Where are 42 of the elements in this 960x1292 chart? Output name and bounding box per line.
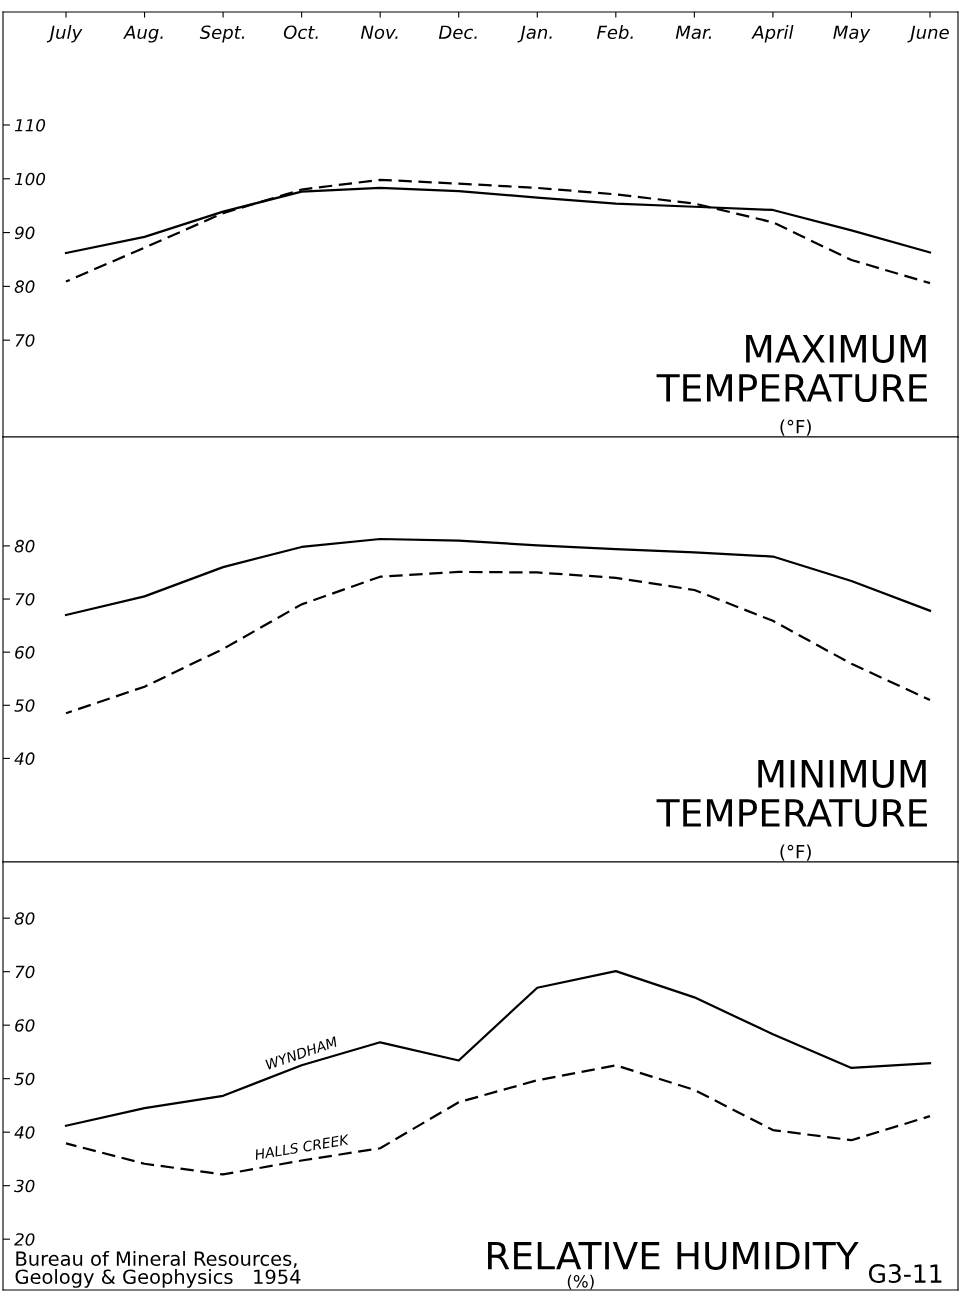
text: MINIMUM TEMPERATURE (656, 760, 927, 828)
annotation: G3-11 (868, 1264, 942, 1284)
annotation: Bureau of Mineral Resources, Geology & Geophysics 1954 (15, 1250, 301, 1288)
y-tick-label: 40 (14, 752, 35, 765)
y-tick-label: 40 (14, 1126, 35, 1139)
x-tick-label: Jan. (517, 25, 552, 43)
y-tick-label: 30 (14, 1179, 35, 1193)
x-tick-label: Feb. (596, 25, 633, 40)
y-tick-label: 70 (15, 592, 35, 606)
y-tick-label: 110 (14, 118, 46, 132)
x-tick-label: Nov. (360, 25, 398, 40)
text: (%) (567, 1274, 594, 1290)
text: HALLS CREEK (254, 1134, 350, 1161)
text: (°F) (780, 419, 811, 436)
y-tick-label: 70 (15, 965, 35, 979)
x-tick-label: Oct. (283, 25, 318, 40)
x-tick-label: Sept. (199, 25, 245, 43)
x-tick-label: July (46, 25, 83, 43)
text: (°F) (780, 844, 811, 861)
line-series (64, 537, 932, 617)
y-tick-label: 80 (14, 912, 35, 925)
y-tick-label: 80 (14, 280, 35, 293)
y-tick-label: 70 (15, 334, 35, 347)
y-tick-label: 50 (14, 1072, 35, 1086)
x-tick-label: April (751, 25, 794, 43)
y-tick-label: 100 (14, 172, 46, 186)
line-series (64, 178, 932, 285)
x-tick-label: June (907, 25, 949, 43)
y-tick-label: 20 (14, 1233, 35, 1246)
x-tick-label: Dec. (438, 25, 477, 40)
x-tick-label: May (833, 25, 871, 43)
x-tick-label: Mar. (675, 25, 712, 40)
text: RELATIVE HUMIDITY (488, 1242, 859, 1270)
line-series (64, 570, 932, 715)
y-tick-label: 60 (15, 646, 35, 659)
y-tick-label: 50 (14, 699, 35, 712)
y-tick-label: 80 (14, 539, 35, 553)
y-tick-label: 90 (14, 226, 35, 240)
y-tick-label: 60 (15, 1019, 35, 1032)
line-series (64, 970, 932, 1127)
text: MAXIMUM TEMPERATURE (656, 335, 927, 403)
x-tick-label: Aug. (123, 25, 163, 43)
